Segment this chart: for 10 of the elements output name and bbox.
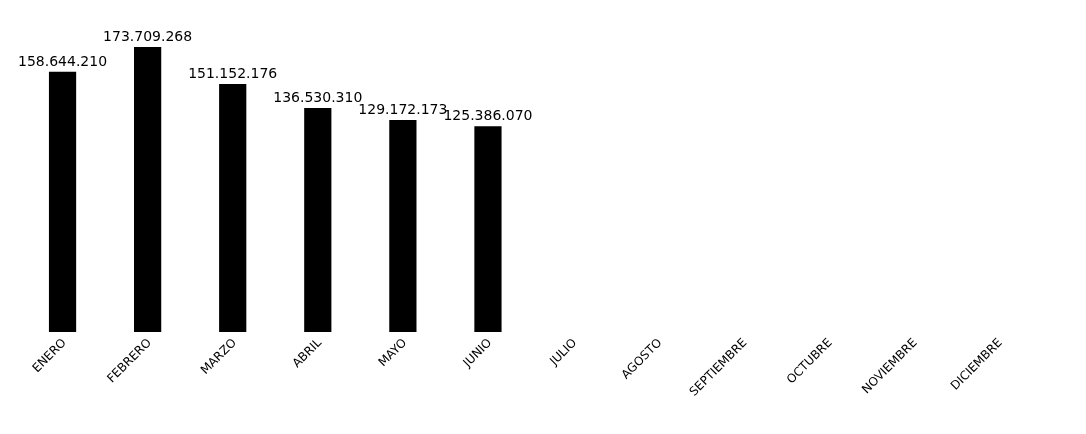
data-label: 158.644.210 <box>18 52 108 69</box>
bar <box>304 108 332 332</box>
data-label: 136.530.310 <box>273 89 363 105</box>
bar <box>219 84 247 332</box>
bar <box>474 126 502 332</box>
bar <box>48 71 77 332</box>
bar <box>134 47 162 332</box>
data-label: 151.152.176 <box>188 65 278 82</box>
data-label: 173.709.268 <box>103 28 193 44</box>
bar <box>389 120 417 332</box>
